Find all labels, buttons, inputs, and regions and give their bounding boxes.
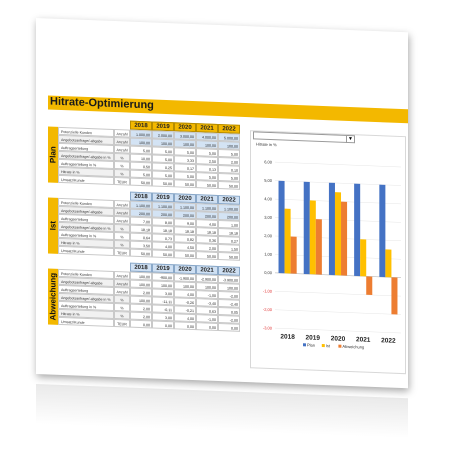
table-cell[interactable]: 50,00	[152, 178, 174, 188]
legend-swatch	[321, 343, 325, 348]
y-tick-label: -1,00	[263, 288, 273, 293]
y-tick-label: 4,00	[264, 196, 273, 201]
legend-swatch	[303, 343, 306, 347]
table-cell[interactable]: 50,00	[196, 180, 218, 189]
x-tick-label: 2019	[306, 334, 321, 342]
data-tables: 2018 2019 2020 2021 2022 Plan Potenzielle Kund…	[48, 117, 242, 337]
section-plan: 2018 2019 2020 2021 2022 Plan Potenzielle Kund…	[48, 117, 242, 190]
gridline	[275, 309, 401, 315]
section-label-text: Plan	[48, 146, 58, 164]
bar-ist	[284, 208, 291, 274]
y-tick-label: 6,00	[264, 159, 273, 164]
bar-plan	[328, 182, 335, 276]
y-tick-label: 5,00	[264, 178, 273, 183]
legend-label: Abweichung	[342, 344, 364, 350]
x-tick-label: 2022	[381, 337, 396, 345]
row-label: Umsatz/Kunde	[58, 316, 114, 327]
table-cell[interactable]: 0,00	[130, 319, 152, 329]
bar-ist	[309, 200, 316, 275]
table-cell[interactable]: 50,00	[130, 177, 152, 187]
row-unit: TEUR	[114, 176, 130, 186]
section-abweichung: 2018 2019 2020 2021 2022 Abweichung Potenziell…	[48, 259, 242, 332]
table-cell[interactable]: 50,00	[196, 251, 218, 260]
bar-plan	[278, 180, 285, 274]
table-cell[interactable]: 0,00	[196, 322, 218, 331]
bar-abweichung	[366, 276, 373, 296]
y-tick-label: 3,00	[264, 215, 273, 220]
table-cell[interactable]: 50,00	[218, 180, 240, 190]
legend-swatch	[338, 344, 342, 348]
bar-plan	[379, 184, 386, 278]
bar-abweichung	[290, 236, 297, 274]
y-tick-label: -2,00	[263, 307, 273, 312]
table-cell[interactable]: 0,00	[218, 322, 240, 332]
table-cell[interactable]: 50,00	[218, 251, 240, 261]
legend-label: Plan	[307, 342, 315, 347]
section-label-text: Abweichung	[48, 272, 58, 321]
row-label: Umsatz/Kunde	[58, 245, 114, 256]
table-cell[interactable]: 0,00	[152, 320, 174, 330]
section-label: Abweichung	[48, 268, 58, 325]
section-label-text: Ist	[48, 220, 58, 231]
row-unit: TEUR	[114, 318, 130, 328]
bar-plan	[354, 183, 361, 277]
bar-chart: 6,00 5,00 4,00 3,00 2,00 1,00 0,00 -1,00 -2,00 -3…	[263, 159, 401, 350]
table-cell[interactable]: 50,00	[130, 248, 152, 258]
bar-plan	[303, 181, 310, 275]
bar-ist	[360, 239, 367, 277]
x-tick-label: 2021	[356, 336, 371, 344]
legend-label: Ist	[326, 343, 331, 348]
x-tick-label: 2018	[280, 333, 295, 341]
gridline	[275, 327, 401, 334]
bar-abweichung	[341, 201, 348, 276]
section-label: Ist	[48, 197, 58, 254]
gridline	[275, 161, 401, 168]
chart-panel: Hitrate in % ▼ 6,00 5,00 4,00 3,00 2,00 1,00 0…	[250, 130, 406, 375]
bar-ist	[385, 249, 392, 278]
y-tick-label: -3,00	[263, 325, 273, 330]
y-tick-label: 1,00	[264, 251, 273, 256]
sheet-reflection	[36, 384, 408, 439]
row-unit: TEUR	[114, 247, 130, 257]
bar-abweichung	[315, 219, 322, 275]
table-cell[interactable]: 0,00	[174, 321, 196, 331]
spreadsheet-document: Hitrate-Optimierung 2018 2019 2020 2021 2022…	[36, 18, 408, 389]
gridline	[275, 291, 401, 297]
table-cell[interactable]: 50,00	[152, 249, 174, 259]
section-label: Plan	[48, 126, 58, 183]
section-ist: 2018 2019 2020 2021 2022 Ist Potenzielle Kunde…	[48, 188, 242, 261]
x-tick-label: 2020	[331, 335, 346, 343]
bar-abweichung	[391, 277, 398, 315]
y-tick-label: 0,00	[264, 270, 273, 275]
table-cell[interactable]: 50,00	[174, 250, 196, 260]
y-tick-label: 2,00	[264, 233, 273, 238]
table-cell[interactable]: 50,00	[174, 179, 196, 189]
row-label: Umsatz/Kunde	[58, 174, 114, 185]
bar-ist	[334, 192, 342, 276]
